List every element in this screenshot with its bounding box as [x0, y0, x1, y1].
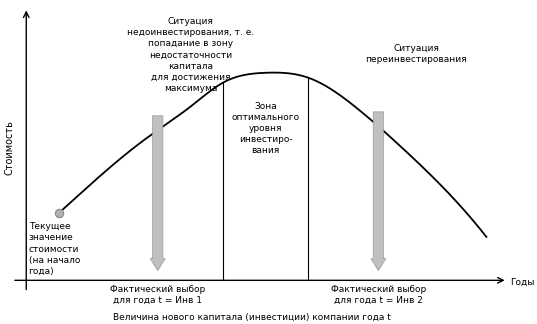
Text: Годы: Годы	[510, 278, 534, 287]
Text: Зона
оптимального
уровня
инвестиро-
вания: Зона оптимального уровня инвестиро- вани…	[231, 102, 300, 155]
Text: Текущее
значение
стоимости
(на начало
года): Текущее значение стоимости (на начало го…	[28, 222, 80, 276]
FancyArrow shape	[371, 112, 386, 271]
Text: Фактический выбор
для года t = Инв 2: Фактический выбор для года t = Инв 2	[331, 285, 426, 305]
FancyArrow shape	[150, 116, 165, 271]
Text: Ситуация
переинвестирования: Ситуация переинвестирования	[365, 44, 467, 64]
Text: Величина нового капитала (инвестиции) компании года t: Величина нового капитала (инвестиции) ко…	[113, 313, 390, 322]
Text: Фактический выбор
для года t = Инв 1: Фактический выбор для года t = Инв 1	[110, 285, 205, 305]
Text: Стоимость: Стоимость	[5, 120, 15, 175]
Text: Ситуация
недоинвестирования, т. е.
попадание в зону
недостаточности
капитала
для: Ситуация недоинвестирования, т. е. попад…	[127, 17, 254, 93]
